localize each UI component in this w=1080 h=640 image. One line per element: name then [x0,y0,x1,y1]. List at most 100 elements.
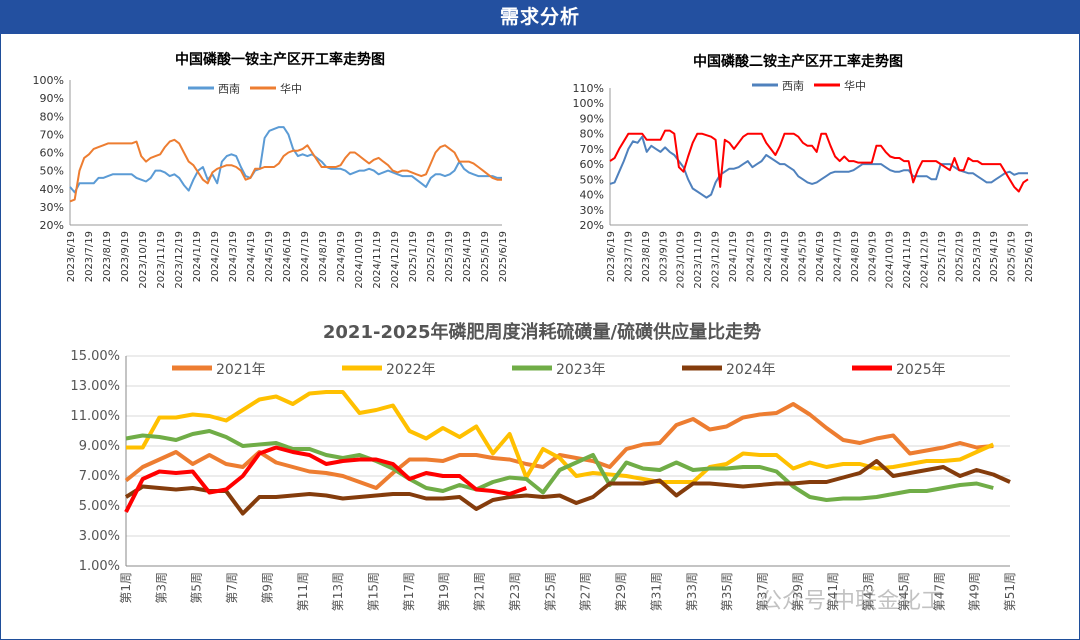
y-tick-label: 40% [40,183,64,196]
x-tick-label: 2024/12/19 [390,231,401,289]
y-tick-label: 9.00% [79,439,120,454]
x-tick-label: 2025/1/19 [937,231,948,282]
x-tick-label: 2023/7/19 [84,231,95,282]
y-tick-label: 60% [580,158,604,171]
x-tick-label: 第1周 [119,572,133,604]
series-line-2024年 [124,459,1011,516]
y-tick-label: 40% [580,189,604,202]
x-tick-label: 第11周 [296,572,310,611]
x-tick-label: 2024/1/19 [728,231,739,282]
x-tick-label: 2023/12/19 [711,231,722,289]
x-tick-label: 2025/5/19 [1007,231,1018,282]
x-tick-label: 2024/11/19 [372,231,383,289]
series-line-2021年 [124,402,994,490]
y-tick-label: 110% [573,82,604,95]
x-tick-label: 第5周 [190,572,204,604]
series-line-华中 [69,138,502,203]
series-line-西南 [69,126,502,194]
x-tick-label: 2025/2/19 [426,231,437,282]
x-tick-label: 2024/7/19 [300,231,311,282]
x-tick-label: 2023/8/19 [102,231,113,282]
x-tick-label: 2024/10/19 [885,231,896,289]
x-tick-label: 第25周 [543,572,557,611]
chart-title: 2021-2025年磷肥周度消耗硫磺量/硫磺供应量比走势 [323,321,761,343]
x-tick-label: 第47周 [932,572,946,611]
x-tick-label: 2024/8/19 [318,231,329,282]
y-tick-label: 100% [573,97,604,110]
x-tick-label: 2025/4/19 [989,231,1000,282]
series-line-2023年 [125,429,994,502]
x-tick-label: 2024/12/19 [920,231,931,289]
x-tick-label: 2024/8/19 [850,231,861,282]
y-tick-label: 7.00% [79,469,120,484]
legend-label: 西南 [218,83,240,96]
chart-title: 中国磷酸二铵主产区开工率走势图 [693,53,903,70]
x-tick-label: 第41周 [826,572,840,611]
x-tick-label: 2025/3/19 [972,231,983,282]
y-tick-label: 11.00% [70,409,120,424]
x-tick-label: 第23周 [508,572,522,611]
x-tick-label: 2025/2/19 [954,231,965,282]
x-tick-label: 2024/9/19 [867,231,878,282]
x-tick-label: 2023/11/19 [156,231,167,289]
x-tick-label: 2024/5/19 [264,231,275,282]
y-tick-label: 60% [40,147,64,160]
x-tick-label: 2024/3/19 [763,231,774,282]
x-tick-label: 2025/4/19 [462,231,473,282]
x-tick-label: 2024/3/19 [228,231,239,282]
y-tick-label: 50% [40,165,64,178]
legend-label: 华中 [844,79,866,93]
y-tick-label: 30% [580,204,604,217]
x-tick-label: 2023/6/19 [66,231,77,282]
x-tick-label: 2023/10/19 [138,231,149,289]
header-bar: 需求分析 [0,0,1080,34]
x-tick-label: 第37周 [755,572,769,611]
y-tick-label: 5.00% [79,499,120,514]
x-tick-label: 2023/6/19 [606,231,617,282]
legend-label: 2024年 [726,362,776,378]
x-tick-label: 第15周 [367,572,381,611]
x-tick-label: 2025/5/19 [480,231,491,282]
x-tick-label: 2023/7/19 [623,231,634,282]
x-tick-label: 第19周 [437,572,451,611]
y-tick-label: 20% [580,219,604,232]
x-tick-label: 2023/9/19 [120,231,131,282]
legend-label: 2021年 [216,362,266,378]
x-tick-label: 2025/6/19 [1024,231,1035,282]
x-tick-label: 2023/8/19 [641,231,652,282]
legend-label: 2025年 [896,362,946,378]
x-tick-label: 2024/10/19 [354,231,365,289]
x-tick-label: 2023/12/19 [174,231,185,289]
x-tick-label: 2025/6/19 [498,231,508,282]
y-tick-label: 80% [40,110,64,123]
x-tick-label: 第3周 [154,572,168,604]
y-tick-label: 30% [40,201,64,214]
x-tick-label: 2024/5/19 [798,231,809,282]
x-tick-label: 2024/2/19 [210,231,221,282]
chart-dap-mono-operating-rate: 中国磷酸一铵主产区开工率走势图 20% 30% 40% 50% 60% 70% 80% 90% 1… [33,51,508,289]
series-line-华中 [609,129,1029,193]
x-tick-label: 第21周 [473,572,487,611]
chart-sulfur-ratio: 2021-2025年磷肥周度消耗硫磺量/硫磺供应量比走势 1.00% 3.00% 5.… [70,321,1017,611]
legend-label: 2022年 [386,362,436,378]
x-tick-label: 第45周 [897,572,911,611]
y-tick-label: 15.00% [70,349,120,364]
legend-label: 西南 [782,80,804,93]
x-tick-label: 第31周 [649,572,663,611]
x-tick-label: 2024/1/19 [192,231,203,282]
x-tick-label: 第13周 [331,572,345,611]
x-tick-label: 2024/7/19 [832,231,843,282]
y-tick-label: 20% [40,219,64,232]
page-title: 需求分析 [499,6,580,28]
y-tick-label: 90% [580,112,604,125]
x-tick-label: 2023/11/19 [693,231,704,289]
y-tick-label: 70% [580,143,604,156]
x-tick-label: 第49周 [968,572,982,611]
x-tick-label: 第33周 [685,572,699,611]
x-tick-label: 第27周 [579,572,593,611]
x-tick-label: 第39周 [791,572,805,611]
x-tick-label: 2025/1/19 [408,231,419,282]
y-tick-label: 13.00% [70,379,120,394]
x-tick-label: 2023/10/19 [676,231,687,289]
x-tick-label: 第9周 [260,572,274,604]
